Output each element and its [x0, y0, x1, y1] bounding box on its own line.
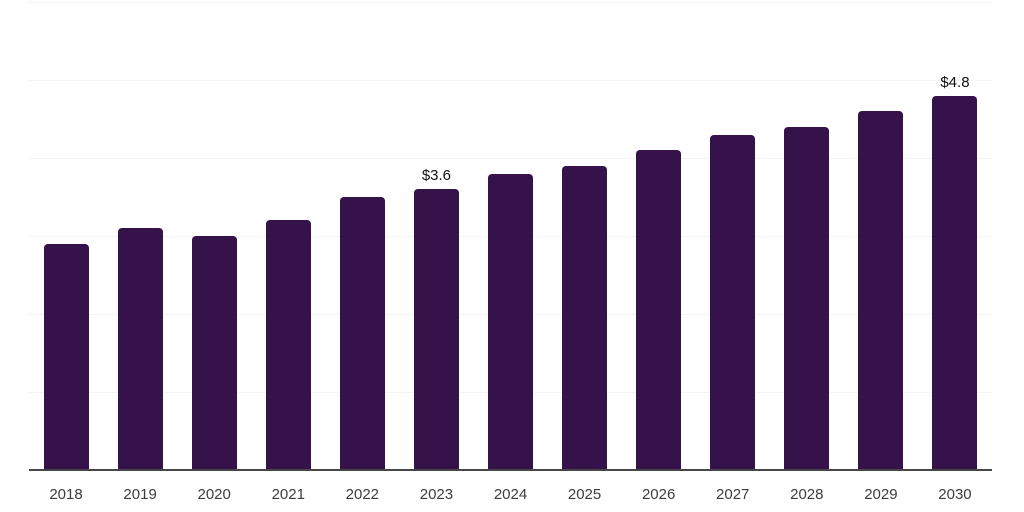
bar-2028 — [784, 126, 830, 470]
bar-2018 — [43, 243, 89, 470]
bar-2022 — [339, 197, 385, 470]
x-tick-label-2024: 2024 — [493, 486, 528, 503]
value-label-2030: $4.8 — [940, 73, 970, 91]
x-tick-label-2022: 2022 — [345, 486, 380, 503]
bar-2026 — [636, 150, 682, 470]
x-tick-label-2029: 2029 — [864, 486, 898, 503]
x-axis-line — [29, 469, 992, 471]
bar-2024 — [488, 173, 533, 470]
bar-2020 — [191, 236, 237, 470]
value-label-2023: $3.6 — [421, 167, 452, 185]
x-tick-label-2023: 2023 — [419, 486, 454, 503]
x-tick-label-2027: 2027 — [716, 486, 750, 503]
bar-2021 — [265, 220, 311, 470]
x-tick-label-2028: 2028 — [790, 486, 824, 503]
x-tick-label-2020: 2020 — [197, 486, 231, 503]
bar-2019 — [117, 228, 163, 470]
bar-2027 — [710, 134, 756, 470]
x-tick-label-2030: 2030 — [938, 486, 972, 503]
gridline — [29, 80, 992, 81]
gridline — [29, 2, 992, 3]
x-tick-label-2021: 2021 — [271, 486, 305, 503]
bar-2029 — [858, 111, 904, 470]
x-tick-label-2026: 2026 — [641, 486, 676, 503]
bar-2030 — [932, 95, 978, 470]
bar-2025 — [562, 165, 608, 470]
gridline — [29, 158, 992, 159]
x-tick-label-2019: 2019 — [123, 486, 157, 503]
x-tick-label-2018: 2018 — [49, 486, 83, 503]
x-tick-label-2025: 2025 — [567, 486, 602, 503]
bar-2023 — [413, 189, 459, 470]
